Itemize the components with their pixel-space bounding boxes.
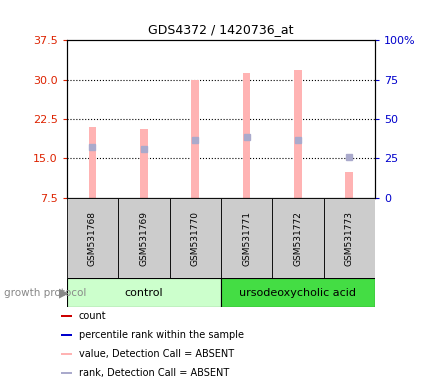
Bar <box>140 129 147 198</box>
Bar <box>89 127 96 198</box>
Text: GSM531773: GSM531773 <box>344 210 353 266</box>
Text: GSM531772: GSM531772 <box>293 211 302 265</box>
Bar <box>220 278 374 307</box>
Text: ursodeoxycholic acid: ursodeoxycholic acid <box>239 288 356 298</box>
Bar <box>67 278 221 307</box>
Bar <box>191 80 199 198</box>
Bar <box>220 198 272 278</box>
Bar <box>242 73 250 198</box>
Text: ▶: ▶ <box>59 286 68 299</box>
Text: GSM531770: GSM531770 <box>190 210 199 266</box>
Text: growth protocol: growth protocol <box>4 288 86 298</box>
Text: value, Detection Call = ABSENT: value, Detection Call = ABSENT <box>79 349 233 359</box>
Bar <box>61 334 72 336</box>
Bar <box>67 198 118 278</box>
Text: GSM531769: GSM531769 <box>139 210 148 266</box>
Bar <box>61 314 72 317</box>
Bar <box>344 172 352 198</box>
Text: control: control <box>124 288 163 298</box>
Text: count: count <box>79 311 106 321</box>
Bar <box>61 353 72 355</box>
Text: rank, Detection Call = ABSENT: rank, Detection Call = ABSENT <box>79 368 228 378</box>
Bar <box>272 198 323 278</box>
Bar <box>118 198 169 278</box>
Bar <box>323 198 374 278</box>
Title: GDS4372 / 1420736_at: GDS4372 / 1420736_at <box>148 23 293 36</box>
Text: percentile rank within the sample: percentile rank within the sample <box>79 330 243 340</box>
Bar <box>293 70 301 198</box>
Text: GSM531771: GSM531771 <box>242 210 251 266</box>
Text: GSM531768: GSM531768 <box>88 210 97 266</box>
Bar <box>61 372 72 374</box>
Bar <box>169 198 220 278</box>
